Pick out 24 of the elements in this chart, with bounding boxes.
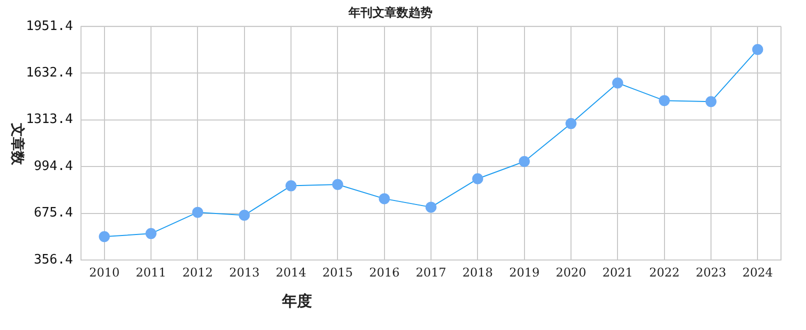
y-tick-label: 1632.4: [26, 65, 74, 80]
x-tick-label: 2015: [322, 265, 353, 280]
y-tick-label: 1313.4: [26, 112, 74, 128]
x-axis-title: 年度: [280, 292, 313, 311]
x-tick-label: 2012: [182, 265, 213, 280]
x-tick-label: 2020: [556, 265, 586, 280]
x-tick-label: 2022: [649, 265, 680, 280]
x-tick-label: 2010: [89, 265, 120, 280]
x-tick-label: 2021: [602, 265, 633, 280]
x-tick-label: 2013: [229, 265, 260, 280]
y-axis-title: 文章数: [8, 122, 26, 167]
x-tick-label: 2019: [509, 265, 540, 280]
chart-title: 年刊文章数趋势: [348, 5, 432, 20]
x-tick-label: 2024: [742, 265, 774, 280]
x-tick-label: 2014: [276, 265, 307, 280]
x-tick-label: 2018: [462, 265, 493, 280]
x-tick-label: 2023: [696, 265, 726, 280]
x-tick-label: 2017: [416, 265, 446, 280]
y-tick-label: 356.4: [34, 252, 74, 268]
x-tick-label: 2011: [136, 265, 166, 280]
x-tick-label: 2016: [369, 265, 400, 280]
y-tick-label: 1951.4: [26, 18, 74, 34]
y-tick-label: 994.4: [34, 158, 74, 174]
y-tick-label: 675.4: [34, 206, 74, 221]
